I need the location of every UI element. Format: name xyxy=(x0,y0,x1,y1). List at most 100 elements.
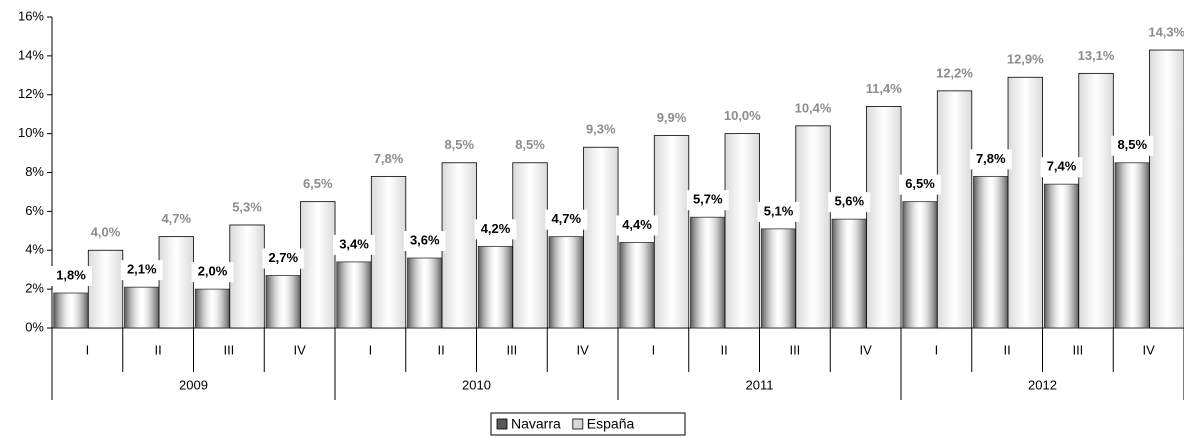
x-tick-label: III xyxy=(223,342,234,357)
value-label-bg xyxy=(120,260,163,281)
bar xyxy=(407,257,443,329)
bar xyxy=(477,245,514,329)
value-label: 13,1% xyxy=(1078,48,1115,63)
value-label: 14,3% xyxy=(1148,24,1184,39)
bar xyxy=(548,236,584,329)
y-tick-label: 4% xyxy=(25,242,44,257)
value-label: 4,7% xyxy=(161,211,191,226)
x-tick-label: IV xyxy=(293,342,306,357)
value-label-bg xyxy=(262,248,305,269)
bar xyxy=(441,162,477,329)
x-tick-label: III xyxy=(789,342,800,357)
x-tick-label: III xyxy=(1072,342,1083,357)
bar xyxy=(795,125,831,329)
x-tick-label: I xyxy=(86,342,90,357)
value-label: 5,3% xyxy=(232,199,262,214)
legend-swatch xyxy=(496,418,508,430)
bar xyxy=(831,218,867,329)
bar xyxy=(619,242,655,329)
value-label-bg xyxy=(828,192,871,213)
value-label: 6,5% xyxy=(905,176,935,191)
value-label: 4,2% xyxy=(481,221,511,236)
bar xyxy=(583,146,619,329)
x-tick-label: II xyxy=(438,342,445,357)
x-tick-label: IV xyxy=(1142,342,1155,357)
bar xyxy=(1114,162,1150,329)
bar xyxy=(653,135,690,329)
value-label: 7,4% xyxy=(1047,159,1077,174)
y-tick-label: 16% xyxy=(18,8,44,23)
value-label-bg xyxy=(191,262,234,283)
value-label: 4,7% xyxy=(551,211,581,226)
legend: Navarra España xyxy=(490,412,686,436)
y-tick-label: 10% xyxy=(18,125,44,140)
y-tick-label: 14% xyxy=(18,47,44,62)
y-tick-label: 8% xyxy=(25,164,44,179)
y-tick-label: 0% xyxy=(25,319,44,334)
value-label: 9,3% xyxy=(586,122,616,137)
y-tick-label: 2% xyxy=(25,281,44,296)
bar xyxy=(690,216,726,329)
bar xyxy=(124,286,160,329)
x-tick-label: IV xyxy=(859,342,872,357)
x-tick-label: I xyxy=(652,342,656,357)
group-label: 2010 xyxy=(462,377,491,392)
value-label: 6,5% xyxy=(303,176,333,191)
bar xyxy=(229,224,265,329)
bar xyxy=(1043,183,1080,329)
value-label: 11,4% xyxy=(866,81,903,96)
legend-label: España xyxy=(587,416,635,432)
legend-swatch xyxy=(572,418,584,430)
value-label: 12,9% xyxy=(1007,52,1044,67)
bar xyxy=(936,90,973,329)
value-label: 7,8% xyxy=(374,151,404,166)
value-label-bg xyxy=(616,215,659,236)
value-label: 12,2% xyxy=(936,65,973,80)
value-label: 3,6% xyxy=(410,232,440,247)
value-label-bg xyxy=(899,174,942,195)
bar xyxy=(265,275,301,329)
bar xyxy=(194,288,231,329)
bar xyxy=(512,162,548,329)
value-label: 10,4% xyxy=(795,100,832,115)
group-label: 2012 xyxy=(1028,377,1057,392)
bar xyxy=(370,175,407,329)
value-label-bg xyxy=(333,234,376,255)
bar xyxy=(1149,49,1184,329)
group-label: 2009 xyxy=(179,377,208,392)
bar xyxy=(87,249,124,329)
bar xyxy=(158,236,194,329)
value-label-bg xyxy=(545,209,588,230)
value-label-bg xyxy=(474,219,517,240)
value-label-bg xyxy=(757,201,800,222)
value-label: 5,1% xyxy=(764,203,794,218)
value-label: 2,7% xyxy=(268,250,298,265)
x-tick-label: I xyxy=(369,342,373,357)
bar xyxy=(300,201,336,329)
value-label: 4,0% xyxy=(91,225,121,240)
value-label: 4,4% xyxy=(622,217,652,232)
value-label: 2,1% xyxy=(127,262,157,277)
value-label: 5,6% xyxy=(834,194,864,209)
x-tick-label: IV xyxy=(576,342,589,357)
value-label-bg xyxy=(686,190,729,211)
y-tick-label: 6% xyxy=(25,203,44,218)
value-label-bg xyxy=(1111,135,1154,156)
x-tick-label: II xyxy=(721,342,728,357)
value-label: 8,5% xyxy=(444,137,474,152)
group-label: 2011 xyxy=(746,377,774,392)
x-tick-label: I xyxy=(935,342,939,357)
legend-box xyxy=(490,412,686,436)
y-tick-label: 12% xyxy=(18,86,44,101)
value-label-bg xyxy=(969,149,1012,170)
bar xyxy=(1007,76,1043,329)
bar xyxy=(973,175,1009,329)
bar xyxy=(53,292,89,329)
value-label: 1,8% xyxy=(56,267,86,282)
value-label-bg xyxy=(50,266,93,287)
bar xyxy=(724,133,760,329)
value-label: 10,0% xyxy=(724,108,761,123)
value-label-bg xyxy=(1040,157,1083,178)
value-label: 9,9% xyxy=(657,110,687,125)
legend-label: Navarra xyxy=(511,416,561,432)
